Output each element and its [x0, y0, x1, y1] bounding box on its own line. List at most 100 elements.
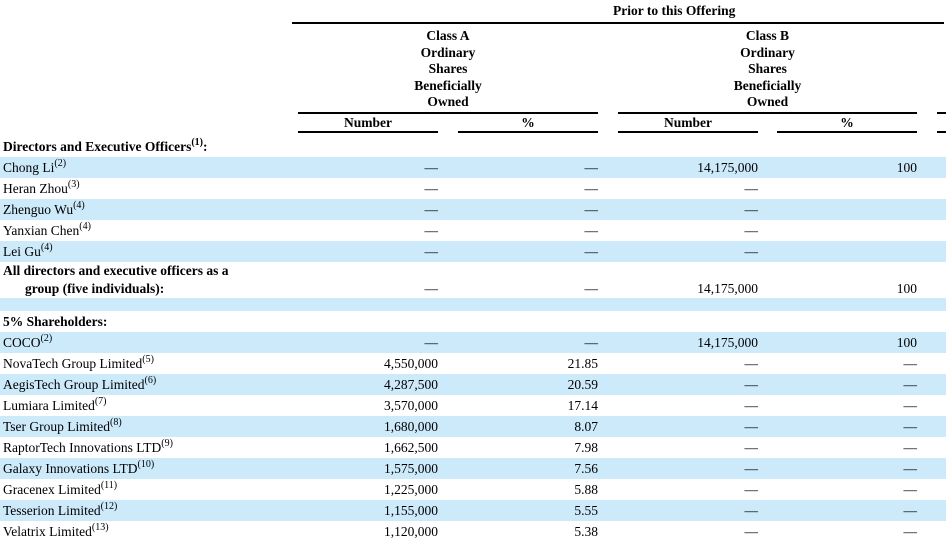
cell-class-b-number: — [744, 356, 759, 371]
row-label: Zhenguo Wu(4) [3, 199, 293, 220]
footnote-ref: (12) [100, 500, 118, 512]
row-label-text: Velatrix Limited [3, 524, 92, 539]
group-header-line: Class B [745, 28, 790, 43]
table-row: Heran Zhou(3) — — — [0, 178, 946, 199]
table-row: AegisTech Group Limited(6) 4,287,500 20.59… [0, 374, 946, 395]
row-label-line2: group (five individuals): [25, 281, 165, 296]
spacer-row [0, 298, 946, 311]
footnote-ref: (2) [54, 157, 67, 169]
cell-class-a-percent: — [584, 181, 599, 196]
cell-class-b-percent: 100 [896, 281, 917, 296]
row-label-line: Lei Gu(4) [3, 241, 293, 262]
cell-class-b-number: — [744, 223, 759, 238]
class-a-number-header: Number [344, 115, 392, 130]
cell-class-a-percent: 5.38 [574, 524, 598, 539]
group-header-line: Class A [426, 28, 470, 43]
table-row: Chong Li(2) — — 14,175,000 100 [0, 157, 946, 178]
cell-class-a-percent: — [584, 281, 599, 296]
row-label-line: RaptorTech Innovations LTD(9) [3, 437, 293, 458]
group-header-line: Ordinary [740, 44, 795, 60]
footnote-ref: (4) [40, 241, 53, 253]
row-label-text: Yanxian Chen [3, 223, 80, 238]
cell-class-a-number: — [424, 160, 439, 175]
footnote-ref: (6) [144, 374, 157, 386]
class-b-percent-header: % [840, 115, 854, 130]
row-label-line: Lumiara Limited(7) [3, 395, 293, 416]
cell-class-a-number: 1,155,000 [384, 503, 438, 518]
cell-class-a-percent: 8.07 [574, 419, 598, 434]
row-label-line: COCO(2) [3, 332, 293, 353]
footnote-ref: (10) [137, 458, 155, 470]
cell-class-a-percent: — [584, 335, 599, 350]
cell-class-a-number: 1,225,000 [384, 482, 438, 497]
row-label: Galaxy Innovations LTD(10) [3, 458, 293, 479]
group-header-line: Ordinary [420, 44, 476, 60]
table-row: Tser Group Limited(8) 1,680,000 8.07 — — [0, 416, 946, 437]
class-a-group-header: Class A Ordinary Shares Beneficially Own… [298, 28, 598, 111]
cell-class-b-number: 14,175,000 [697, 281, 758, 296]
cell-class-a-number: — [424, 244, 439, 259]
cell-class-a-number: 1,575,000 [384, 461, 438, 476]
cell-class-b-percent: — [903, 440, 918, 455]
row-label: Lumiara Limited(7) [3, 395, 293, 416]
cell-class-b-number: — [744, 524, 759, 539]
footnote-ref: (5) [142, 353, 154, 365]
table-row: Velatrix Limited(13) 1,120,000 5.38 — — [0, 521, 946, 542]
cell-class-b-number: — [744, 377, 759, 392]
cell-class-a-number: 4,287,500 [384, 377, 438, 392]
class-b-percent-rule [777, 131, 917, 133]
row-label-text: Lei Gu [3, 244, 41, 259]
cell-class-a-number: 1,680,000 [384, 419, 438, 434]
cell-class-b-number: — [744, 181, 759, 196]
row-label-line: All directors and executive officers as … [3, 262, 293, 280]
cell-class-a-percent: 7.56 [574, 461, 598, 476]
row-label: 5% Shareholders: [3, 311, 293, 332]
row-label-text: Gracenex Limited [3, 482, 101, 497]
row-label: Yanxian Chen(4) [3, 220, 293, 241]
footnote-ref: (1) [191, 136, 203, 148]
cell-class-a-percent: — [584, 160, 599, 175]
row-label: NovaTech Group Limited(5) [3, 353, 293, 374]
cell-class-a-percent: — [584, 202, 599, 217]
cell-class-b-percent: — [903, 398, 918, 413]
top-header: Prior to this Offering [613, 3, 736, 18]
row-label: COCO(2) [3, 332, 293, 353]
cell-class-a-number: — [424, 335, 439, 350]
footnote-ref: (13) [91, 521, 109, 533]
row-label-line: Heran Zhou(3) [3, 178, 293, 199]
cell-class-b-percent: — [903, 461, 918, 476]
cell-class-a-number: 1,662,500 [384, 440, 438, 455]
cell-class-a-number: 1,120,000 [384, 524, 438, 539]
row-label: Directors and Executive Officers(1): [3, 136, 293, 157]
cell-class-b-number: — [744, 202, 759, 217]
row-label-text: Galaxy Innovations LTD [3, 461, 138, 476]
table-row: Zhenguo Wu(4) — — — [0, 199, 946, 220]
row-label-line: NovaTech Group Limited(5) [3, 353, 293, 374]
cell-class-a-number: 3,570,000 [384, 398, 438, 413]
cell-class-b-number: — [744, 440, 759, 455]
row-label-line: Galaxy Innovations LTD(10) [3, 458, 293, 479]
table-row: RaptorTech Innovations LTD(9) 1,662,500 7.… [0, 437, 946, 458]
row-label-text: RaptorTech Innovations LTD [3, 440, 162, 455]
row-label: AegisTech Group Limited(6) [3, 374, 293, 395]
footnote-ref: (4) [73, 199, 85, 211]
cell-class-a-percent: — [584, 223, 599, 238]
table-row: NovaTech Group Limited(5) 4,550,000 21.85 —… [0, 353, 946, 374]
cell-class-b-percent: 100 [896, 335, 917, 350]
table-row: All directors and executive officers as … [0, 262, 946, 298]
class-b-group-rule [618, 112, 917, 114]
cell-class-b-number: — [744, 419, 759, 434]
row-label: Tser Group Limited(8) [3, 416, 293, 437]
table-row: Gracenex Limited(11) 1,225,000 5.88 — — [0, 479, 946, 500]
row-label-text: Lumiara Limited [3, 398, 95, 413]
row-label-text: COCO [3, 335, 41, 350]
top-header-rule [292, 22, 944, 24]
cell-class-a-number: — [424, 181, 439, 196]
row-label-text: 5% Shareholders: [3, 314, 108, 329]
footnote-ref: (2) [40, 332, 53, 344]
group-header-line: Beneficially [414, 77, 482, 93]
cell-class-b-percent: — [903, 356, 918, 371]
row-label: All directors and executive officers as … [3, 262, 293, 298]
table-row: Directors and Executive Officers(1): [0, 136, 946, 157]
